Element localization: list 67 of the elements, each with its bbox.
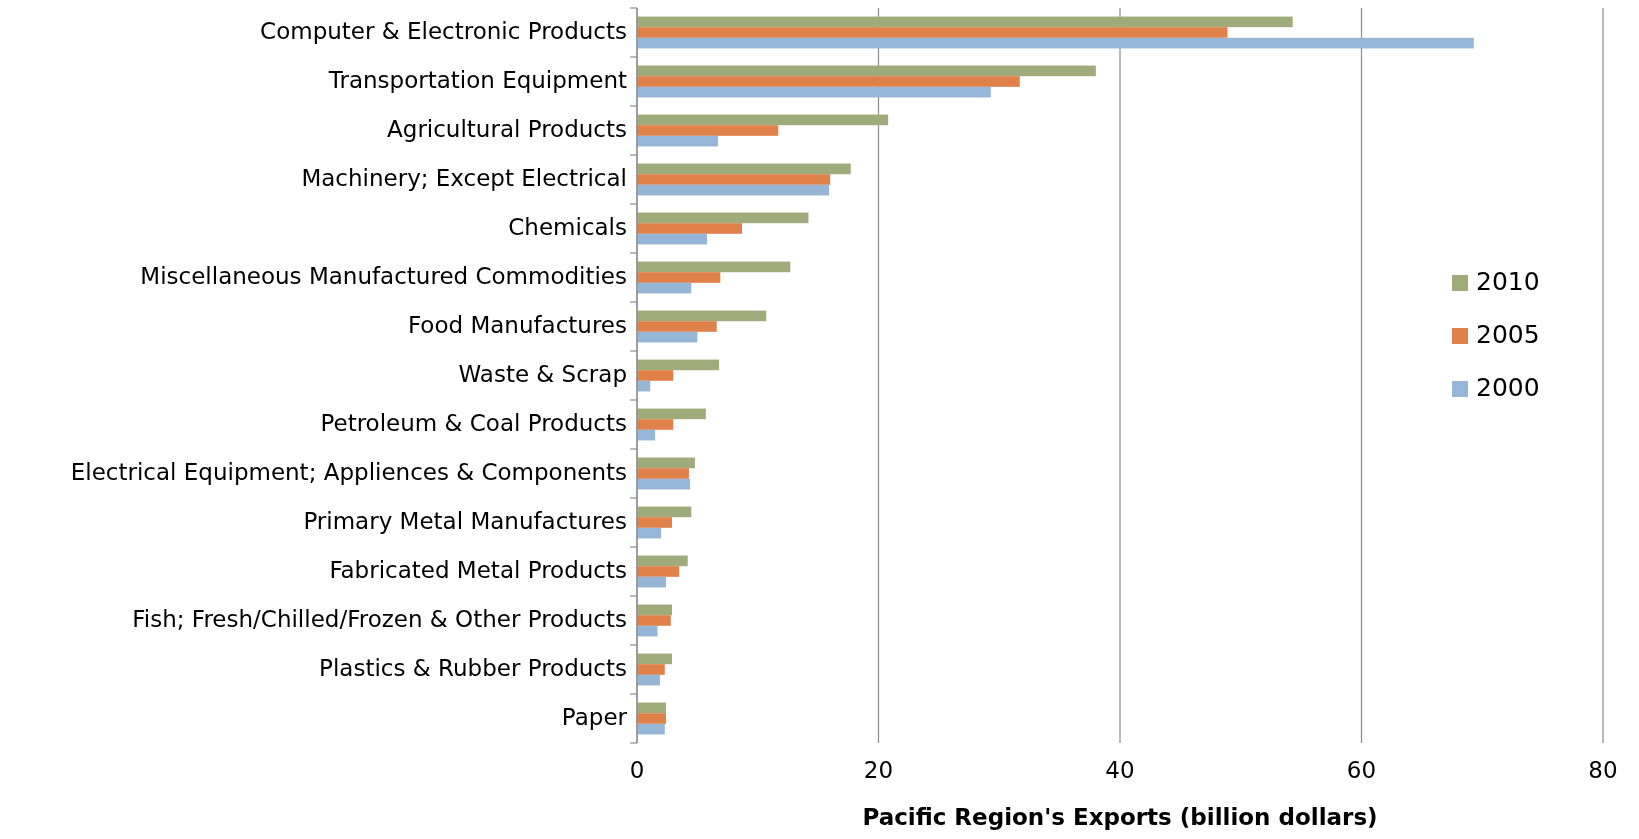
bar [637, 163, 851, 175]
y-tick-label: Fabricated Metal Products [329, 557, 627, 583]
bar [637, 576, 666, 588]
x-axis-title: Pacific Region's Exports (billion dollars) [862, 804, 1378, 830]
bar [637, 555, 688, 567]
y-tick-label: Computer & Electronic Products [260, 18, 627, 44]
bar [637, 184, 829, 196]
bar [637, 125, 779, 136]
bar [637, 86, 991, 98]
bar [637, 713, 666, 724]
legend-label: 2005 [1476, 320, 1540, 349]
bar [637, 566, 680, 577]
bar [637, 625, 658, 637]
bar [637, 615, 671, 626]
bar [637, 114, 889, 126]
legend-label: 2000 [1476, 373, 1540, 402]
bar [637, 321, 717, 332]
y-tick-label: Miscellaneous Manufactured Commodities [140, 263, 627, 289]
bar [637, 37, 1474, 49]
bar [637, 282, 692, 294]
bar [637, 419, 674, 430]
y-tick-label: Agricultural Products [387, 116, 627, 142]
bar [637, 16, 1293, 28]
bar [637, 506, 692, 518]
x-tick-label: 80 [1588, 757, 1618, 783]
bar [637, 359, 720, 371]
y-tick-label: Primary Metal Manufactures [303, 508, 627, 534]
y-tick-label: Electrical Equipment; Appliences & Components [70, 459, 627, 485]
bar [637, 702, 666, 714]
x-tick-label: 20 [863, 757, 894, 783]
x-tick-label: 0 [629, 757, 645, 783]
y-tick-label: Fish; Fresh/Chilled/Frozen & Other Products [132, 606, 627, 632]
bar [637, 674, 660, 686]
bar [637, 478, 691, 490]
bar [637, 174, 831, 185]
bar [637, 223, 743, 234]
bar [637, 233, 708, 245]
bar [637, 212, 809, 224]
y-tick-label: Food Manufactures [407, 312, 627, 338]
bar [637, 370, 674, 381]
bar [637, 331, 698, 343]
bar [637, 468, 689, 479]
bar [637, 65, 1096, 77]
bar [637, 76, 1020, 87]
y-tick-label: Transportation Equipment [327, 67, 627, 93]
bar [637, 408, 706, 420]
bar [637, 527, 662, 539]
x-tick-label: 40 [1105, 757, 1135, 783]
bar [637, 723, 665, 735]
y-tick-label: Petroleum & Coal Products [320, 410, 627, 436]
bar [637, 261, 791, 273]
y-tick-label: Chemicals [508, 214, 627, 240]
bar [637, 27, 1228, 38]
y-tick-label: Machinery; Except Electrical [301, 165, 627, 191]
bar [637, 272, 721, 283]
bar [637, 457, 695, 469]
bar [637, 517, 673, 528]
bar [637, 604, 673, 616]
legend-label: 2010 [1476, 267, 1540, 296]
bar [637, 653, 673, 665]
bar [637, 310, 767, 322]
y-tick-label: Waste & Scrap [458, 361, 627, 387]
bar [637, 664, 665, 675]
x-tick-label: 60 [1346, 757, 1377, 783]
bar [637, 135, 718, 147]
y-tick-label: Paper [561, 704, 628, 730]
y-tick-label: Plastics & Rubber Products [319, 655, 627, 681]
